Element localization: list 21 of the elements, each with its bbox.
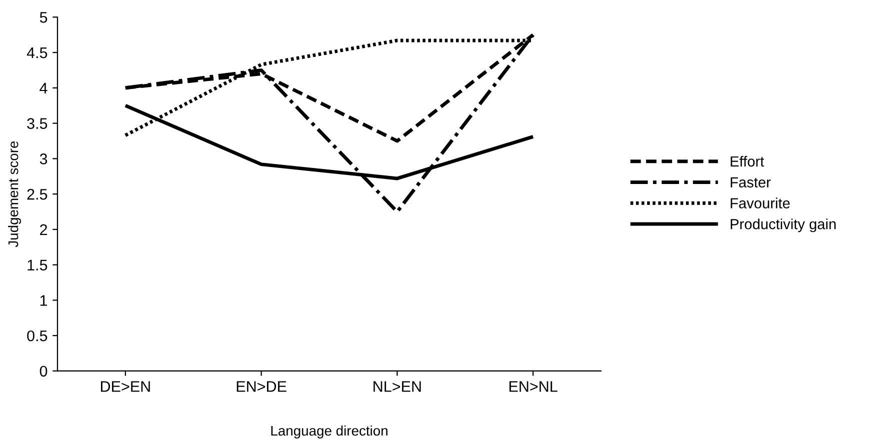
text: Favourite — [730, 198, 790, 208]
y-tick-label: 1.5 — [28, 260, 48, 270]
y-axis-title: Judgement score — [8, 141, 21, 248]
y-tick-label: 4 — [40, 82, 48, 94]
text: Faster — [730, 177, 771, 188]
y-tick-label: 3 — [40, 154, 48, 164]
text: Productivity gain — [730, 218, 836, 232]
x-tick-label: NL>EN — [374, 381, 421, 392]
text: Effort — [730, 156, 764, 167]
y-tick-label: 5 — [40, 12, 48, 23]
y-tick-label: 4.5 — [26, 48, 48, 58]
y-tick-label: 2 — [40, 224, 47, 235]
y-tick-label: 0 — [40, 366, 48, 377]
y-tick-label: 3.5 — [27, 118, 48, 129]
y-tick-label: 2.5 — [27, 188, 48, 200]
x-tick-label: EN>DE — [236, 381, 286, 392]
y-tick-label: 1 — [40, 295, 48, 306]
x-axis-title: Language direction — [271, 425, 388, 438]
x-tick-label: DE>EN — [100, 381, 150, 392]
x-tick-label: EN>NL — [509, 381, 558, 392]
y-tick-label: 0.5 — [27, 330, 48, 342]
